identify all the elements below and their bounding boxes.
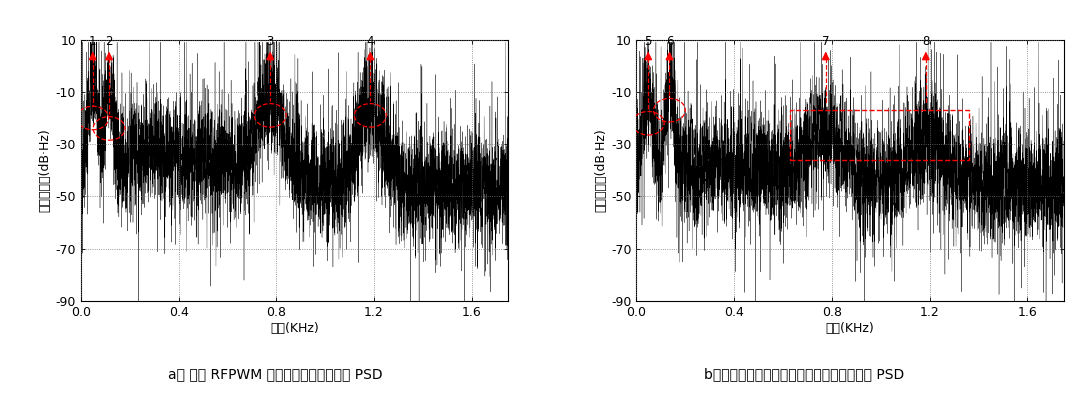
- Bar: [791, 110, 969, 160]
- Text: 1: 1: [89, 35, 96, 48]
- Y-axis label: 功率谱密度(dB·Hz): 功率谱密度(dB·Hz): [39, 128, 52, 212]
- Text: 3: 3: [267, 35, 274, 48]
- Text: 7: 7: [822, 35, 829, 48]
- Text: 5: 5: [645, 35, 652, 48]
- Text: 8: 8: [922, 35, 930, 48]
- Text: a） 常规 RFPWM 控制策略电机振动波形 PSD: a） 常规 RFPWM 控制策略电机振动波形 PSD: [168, 367, 382, 381]
- X-axis label: 频率(KHz): 频率(KHz): [270, 322, 319, 335]
- Text: 6: 6: [665, 35, 673, 48]
- Y-axis label: 功率谱密度(dB·Hz): 功率谱密度(dB·Hz): [594, 128, 607, 212]
- X-axis label: 频率(KHz): 频率(KHz): [826, 322, 875, 335]
- Text: 2: 2: [106, 35, 112, 48]
- Text: b）加入电流谐波频谱整形算法电机振动波形 PSD: b）加入电流谐波频谱整形算法电机振动波形 PSD: [704, 367, 905, 381]
- Text: 4: 4: [366, 35, 374, 48]
